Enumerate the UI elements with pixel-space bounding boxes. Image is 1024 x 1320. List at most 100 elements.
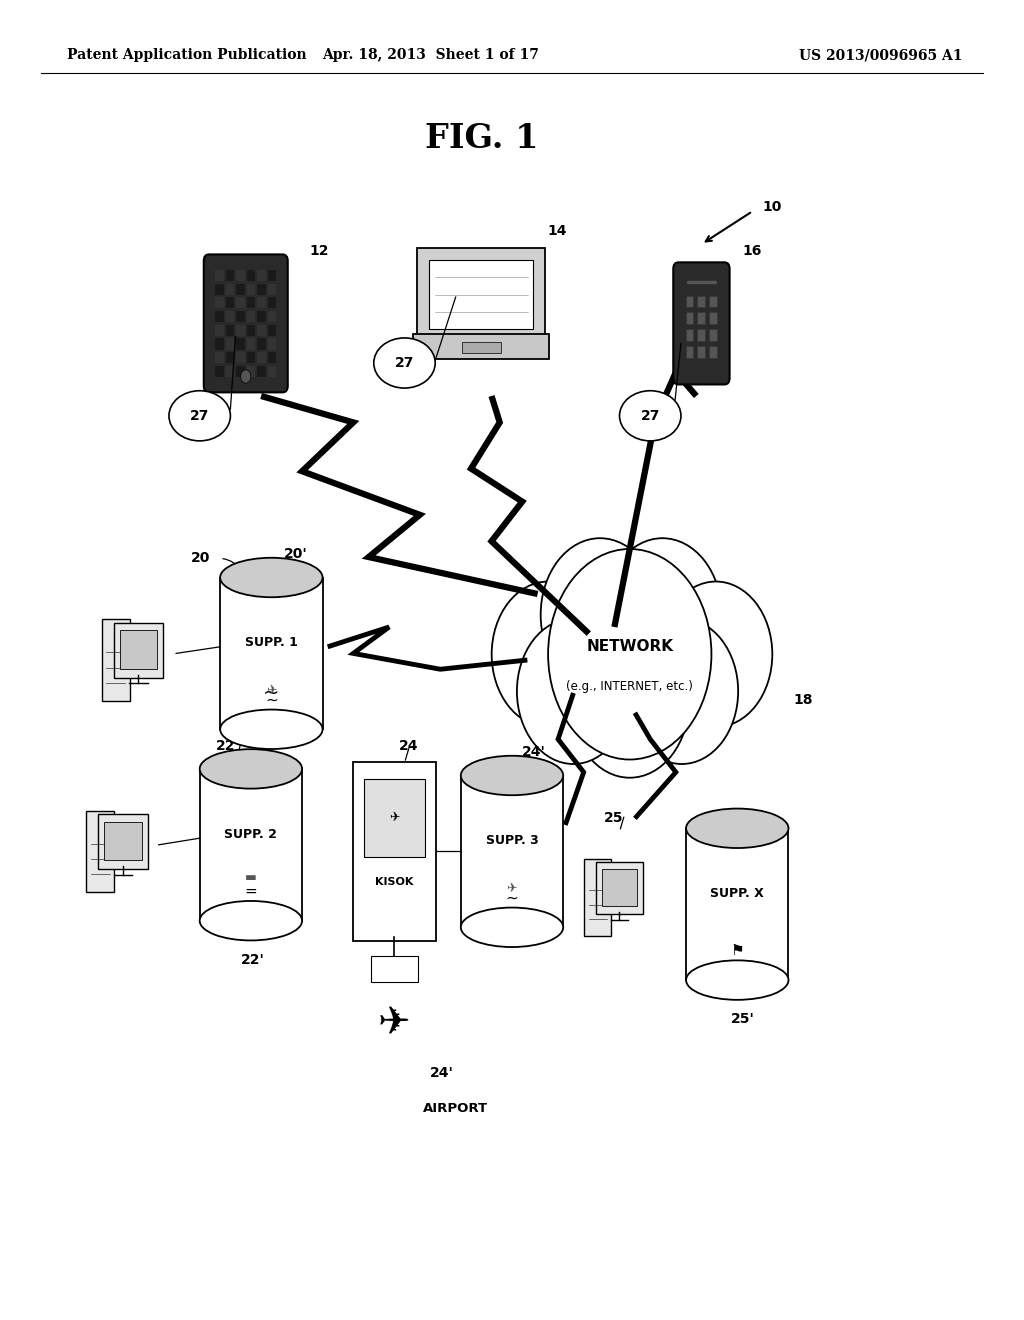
Polygon shape — [200, 768, 302, 921]
FancyBboxPatch shape — [685, 313, 693, 323]
Text: SUPP. 1: SUPP. 1 — [245, 636, 298, 649]
FancyBboxPatch shape — [371, 956, 418, 982]
Polygon shape — [461, 776, 563, 927]
Text: Apr. 18, 2013  Sheet 1 of 17: Apr. 18, 2013 Sheet 1 of 17 — [322, 49, 539, 62]
Ellipse shape — [461, 908, 563, 946]
FancyBboxPatch shape — [215, 284, 223, 294]
FancyBboxPatch shape — [418, 248, 545, 341]
FancyBboxPatch shape — [257, 269, 266, 281]
FancyBboxPatch shape — [429, 260, 534, 329]
FancyBboxPatch shape — [215, 352, 223, 363]
Text: 20': 20' — [284, 548, 307, 561]
FancyBboxPatch shape — [268, 312, 276, 322]
FancyBboxPatch shape — [237, 312, 245, 322]
FancyBboxPatch shape — [697, 346, 706, 358]
Text: ✈: ✈ — [507, 882, 517, 895]
FancyBboxPatch shape — [225, 366, 234, 378]
FancyBboxPatch shape — [215, 297, 223, 309]
Text: ✈: ✈ — [378, 1005, 411, 1041]
FancyBboxPatch shape — [120, 630, 157, 669]
FancyBboxPatch shape — [247, 269, 255, 281]
FancyBboxPatch shape — [257, 284, 266, 294]
Text: ✈: ✈ — [389, 812, 399, 825]
FancyBboxPatch shape — [247, 352, 255, 363]
Text: NETWORK: NETWORK — [587, 639, 673, 655]
Ellipse shape — [686, 809, 788, 847]
FancyBboxPatch shape — [268, 338, 276, 350]
Text: ~: ~ — [263, 684, 280, 702]
FancyBboxPatch shape — [215, 325, 223, 335]
Text: ⚑: ⚑ — [730, 942, 744, 958]
FancyBboxPatch shape — [268, 284, 276, 294]
Text: SUPP. 2: SUPP. 2 — [224, 828, 278, 841]
Text: SUPP. 3: SUPP. 3 — [485, 834, 539, 847]
Ellipse shape — [461, 756, 563, 795]
FancyBboxPatch shape — [215, 312, 223, 322]
FancyBboxPatch shape — [101, 619, 130, 701]
Text: ~: ~ — [265, 692, 278, 708]
FancyBboxPatch shape — [215, 366, 223, 378]
Text: 25': 25' — [730, 1012, 755, 1027]
Circle shape — [492, 582, 604, 727]
Circle shape — [659, 582, 772, 727]
Circle shape — [603, 539, 722, 692]
Ellipse shape — [169, 391, 230, 441]
Text: 24': 24' — [522, 746, 546, 759]
FancyBboxPatch shape — [98, 814, 147, 869]
FancyBboxPatch shape — [674, 263, 730, 384]
Text: 24': 24' — [430, 1067, 454, 1080]
Text: 12: 12 — [309, 244, 329, 257]
Text: 18: 18 — [794, 693, 813, 706]
FancyBboxPatch shape — [225, 312, 234, 322]
FancyBboxPatch shape — [225, 338, 234, 350]
FancyBboxPatch shape — [237, 297, 245, 309]
Text: Patent Application Publication: Patent Application Publication — [67, 49, 306, 62]
FancyBboxPatch shape — [257, 312, 266, 322]
Text: 24: 24 — [399, 739, 419, 752]
Circle shape — [548, 549, 712, 759]
FancyBboxPatch shape — [237, 338, 245, 350]
Polygon shape — [220, 578, 323, 729]
FancyBboxPatch shape — [247, 366, 255, 378]
Text: KISOK: KISOK — [375, 878, 414, 887]
FancyBboxPatch shape — [247, 312, 255, 322]
FancyBboxPatch shape — [685, 346, 693, 358]
Text: 22': 22' — [241, 953, 265, 968]
Circle shape — [626, 619, 738, 764]
FancyBboxPatch shape — [685, 296, 693, 308]
Text: 16: 16 — [742, 244, 762, 257]
FancyBboxPatch shape — [225, 269, 234, 281]
Ellipse shape — [686, 961, 788, 999]
Text: 27: 27 — [395, 356, 414, 370]
Circle shape — [517, 619, 630, 764]
FancyBboxPatch shape — [257, 297, 266, 309]
FancyBboxPatch shape — [697, 296, 706, 308]
Text: AIRPORT: AIRPORT — [423, 1102, 488, 1115]
FancyBboxPatch shape — [215, 338, 223, 350]
FancyBboxPatch shape — [237, 352, 245, 363]
FancyBboxPatch shape — [257, 352, 266, 363]
Text: SUPP. X: SUPP. X — [711, 887, 764, 900]
Circle shape — [541, 539, 659, 692]
FancyBboxPatch shape — [237, 284, 245, 294]
FancyBboxPatch shape — [697, 313, 706, 323]
FancyBboxPatch shape — [225, 352, 234, 363]
FancyBboxPatch shape — [257, 366, 266, 378]
Ellipse shape — [620, 391, 681, 441]
Text: 20: 20 — [190, 552, 210, 565]
FancyBboxPatch shape — [237, 269, 245, 281]
FancyBboxPatch shape — [247, 297, 255, 309]
FancyBboxPatch shape — [268, 269, 276, 281]
Ellipse shape — [374, 338, 435, 388]
FancyBboxPatch shape — [596, 862, 643, 915]
Text: (e.g., INTERNET, etc.): (e.g., INTERNET, etc.) — [566, 680, 693, 693]
Ellipse shape — [220, 558, 323, 597]
FancyBboxPatch shape — [268, 325, 276, 335]
FancyBboxPatch shape — [268, 352, 276, 363]
Text: 25: 25 — [604, 812, 624, 825]
Text: 10: 10 — [763, 201, 782, 214]
Text: 27: 27 — [641, 409, 659, 422]
Ellipse shape — [220, 710, 323, 748]
FancyBboxPatch shape — [710, 296, 718, 308]
FancyBboxPatch shape — [462, 342, 501, 352]
